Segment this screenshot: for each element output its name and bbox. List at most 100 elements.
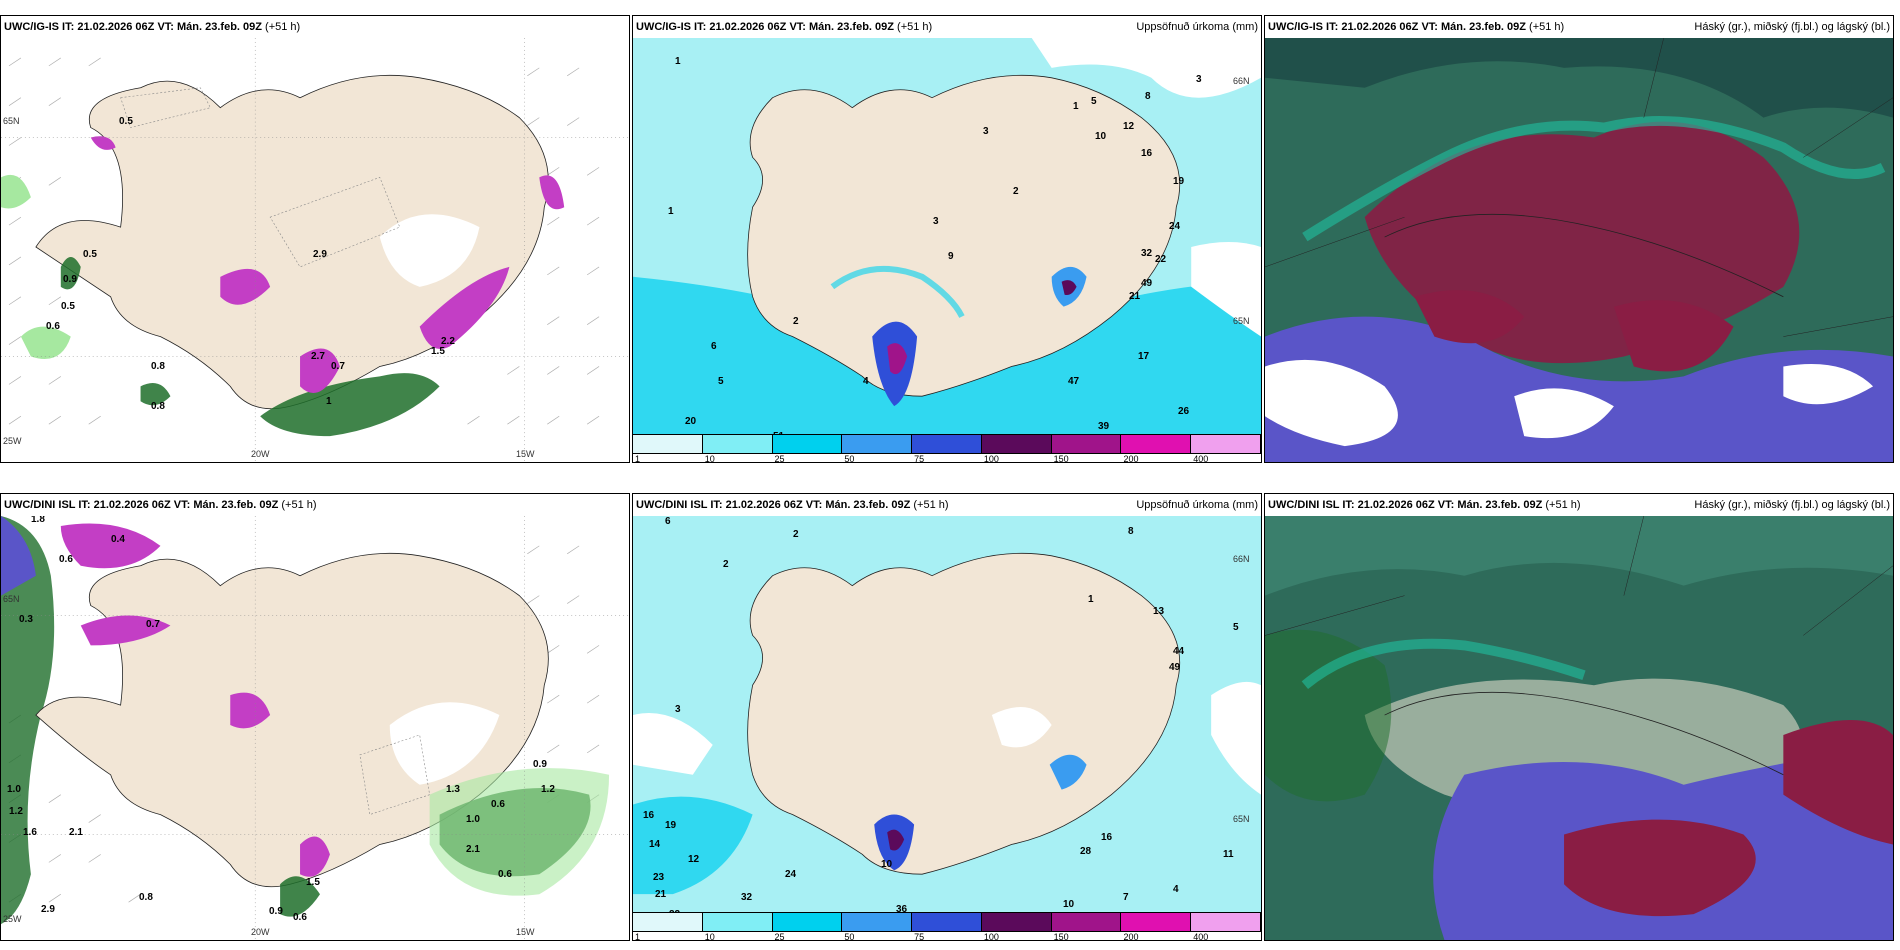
map-area [1,38,629,462]
hatched-area [120,87,401,268]
value-label: 3 [933,216,939,227]
panel-header: UWC/DINI ISL IT: 21.02.2026 06Z VT: Mán.… [633,494,1261,516]
lead-time: (+51 h) [1529,21,1565,33]
colorbar-tick-label: 25 [774,932,785,941]
panel-top-left: UWC/IG-IS IT: 21.02.2026 06Z VT: Mán. 23… [0,15,630,463]
value-label: 0.6 [59,554,73,565]
value-label: 20 [685,416,697,427]
lead-time: (+51 h) [265,21,301,33]
value-label: 0.3 [19,614,33,625]
value-label: 44 [1173,646,1185,657]
colorbar-labels: 1 10 25 50 75 100 150 200 400 [633,932,1261,941]
valid-time: VT: Mán. 23.feb. 09Z [789,21,894,33]
map-area [1265,38,1893,462]
value-label: 0.7 [146,619,160,630]
precip-colorbar: 1 10 25 50 75 100 150 200 400 [633,912,1261,940]
colorbar-tick-label: 10 [704,454,715,463]
value-label: 3 [1196,74,1202,85]
model-run: UWC/DINI ISL IT: 21.02.2026 06Z [636,499,803,511]
panel-bottom-middle: UWC/DINI ISL IT: 21.02.2026 06Z VT: Mán.… [632,493,1262,941]
value-label: 24 [1169,221,1181,232]
value-label: 1.0 [466,814,480,825]
value-label: 1.0 [7,784,21,795]
colorbar-tick-label: 400 [1193,932,1209,941]
colorbar-tick-label: 100 [983,932,999,941]
colorbar-swatch [912,913,982,931]
colorbar-labels: 1 10 25 50 75 100 150 200 400 [633,454,1261,463]
value-label: 24 [785,869,797,880]
valid-time: VT: Mán. 23.feb. 09Z [157,21,262,33]
cloud-cover-map [1265,38,1893,462]
model-run: UWC/IG-IS IT: 21.02.2026 06Z [636,21,787,33]
value-label: 8 [1145,91,1151,102]
value-label: 39 [1098,421,1110,432]
iceland-landmass [35,74,549,410]
value-label: 23 [653,872,665,883]
value-label: 0.4 [111,534,125,545]
value-label: 1.5 [306,877,320,888]
value-label: 2.9 [41,904,55,915]
axis-label: 65N [1233,814,1250,824]
value-label: 11 [1223,849,1234,860]
value-label: 0.6 [293,912,307,923]
iceland-landmass [747,74,1181,397]
value-label: 0.6 [498,869,512,880]
axis-label: 15W [516,449,535,459]
colorbar-swatch [772,435,843,453]
green-precip [1,516,55,925]
value-label: 1 [326,396,332,407]
value-label: 19 [665,820,677,831]
value-label: 16 [1141,148,1153,159]
value-label: 0.6 [46,321,60,332]
value-label: 1.3 [446,784,460,795]
colorbar-swatch [842,913,913,931]
value-label: 0.8 [151,401,165,412]
magenta-precip [90,136,565,393]
colorbar-tick-label: 75 [914,932,925,941]
value-label: 1 [675,56,681,67]
value-label: 12 [688,854,700,865]
lead-time: (+51 h) [1545,499,1581,511]
value-label: 12 [1123,121,1135,132]
lead-time: (+51 h) [913,499,949,511]
colorbar-swatch [702,435,773,453]
colorbar-tick-label: 50 [844,454,855,463]
colorbar-tick-label: 200 [1123,932,1139,941]
map-area [1,516,629,940]
value-label: 14 [649,839,661,850]
colorbar-swatch [842,435,913,453]
colorbar-swatch [1191,435,1261,453]
axis-label: 65N [1233,316,1250,326]
iceland-landmass [747,552,1181,875]
value-label: 1.2 [541,784,555,795]
value-label: 2.1 [69,827,83,838]
value-label: 0.9 [269,906,283,917]
green-precip [60,256,440,437]
panel-description: Uppsöfnuð úrkoma (mm) [1136,21,1258,33]
value-label: 28 [1080,846,1092,857]
colorbar-swatch [1051,435,1122,453]
panel-bottom-left: UWC/DINI ISL IT: 21.02.2026 06Z VT: Mán.… [0,493,630,941]
colorbar-swatch [772,913,843,931]
value-label: 10 [1095,131,1107,142]
colorbar-tick-label: 150 [1053,932,1069,941]
accumulated-precip-map [633,38,1261,434]
colorbar-swatch [981,435,1052,453]
colorbar-tick-label: 75 [914,454,925,463]
colorbar-swatch [1051,913,1122,931]
value-label: 16 [643,810,655,821]
value-label: 1.6 [23,827,37,838]
colorbar-swatch [1121,913,1192,931]
model-run: UWC/IG-IS IT: 21.02.2026 06Z [1268,21,1419,33]
value-label: 32 [1141,248,1153,259]
panel-description: Uppsöfnuð úrkoma (mm) [1136,499,1258,511]
axis-label: 65N [3,594,20,604]
value-label: 1.5 [431,346,445,357]
axis-label: 20W [251,449,270,459]
panel-header: UWC/IG-IS IT: 21.02.2026 06Z VT: Mán. 23… [1,16,629,38]
panel-bottom-right: UWC/DINI ISL IT: 21.02.2026 06Z VT: Mán.… [1264,493,1894,941]
iceland-landmass [35,552,549,888]
colorbar-tick-label: 100 [983,454,999,463]
value-label: 2 [723,559,729,570]
colorbar-tick-label: 1 [635,932,641,941]
